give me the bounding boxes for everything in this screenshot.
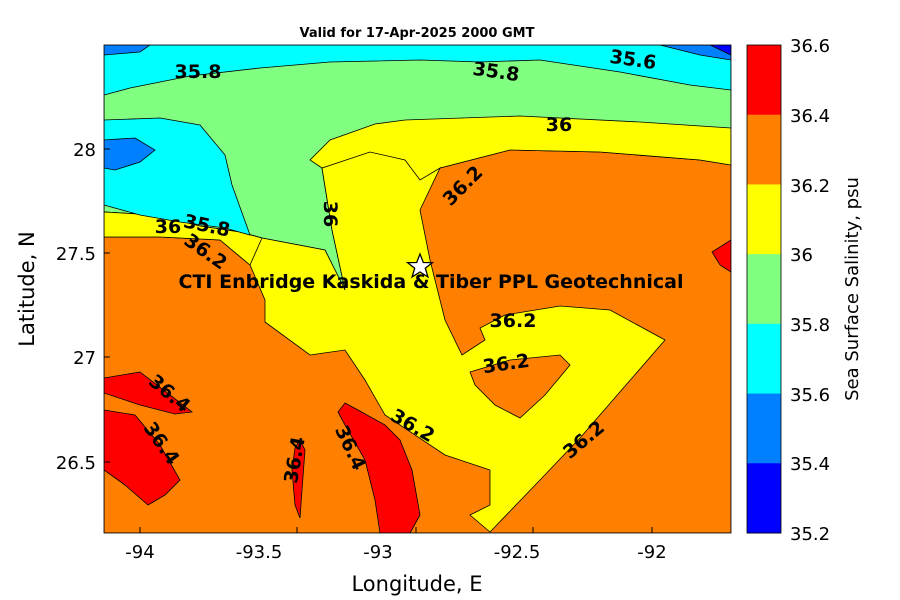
colorbar-tick-label: 35.6 bbox=[790, 385, 830, 406]
y-tick-label: 28 bbox=[73, 140, 96, 161]
colorbar-tick-label: 36.2 bbox=[790, 176, 830, 197]
y-tick-label: 27 bbox=[73, 348, 96, 369]
colorbar-swatch bbox=[747, 323, 781, 395]
map-title: Valid for 17-Apr-2025 2000 GMT bbox=[300, 26, 535, 41]
x-axis: -94 -93.5 -93 -92.5 -92 Longitude, E bbox=[125, 527, 667, 596]
colorbar-swatch bbox=[747, 254, 781, 325]
contour-label: 36 bbox=[319, 201, 341, 227]
y-axis: 28 27.5 27 26.5 Latitude, N bbox=[15, 140, 110, 474]
region-35.4-35.6-ne bbox=[659, 45, 731, 61]
colorbar-tick-label: 35.2 bbox=[790, 524, 830, 545]
colorbar-tick-label: 36.4 bbox=[790, 106, 830, 127]
contour-label: 36 bbox=[155, 216, 181, 238]
y-tick-label: 26.5 bbox=[56, 453, 96, 474]
contour-label: 36 bbox=[546, 114, 572, 136]
region-35.2-35.4-ne bbox=[709, 45, 731, 56]
y-axis-label: Latitude, N bbox=[15, 231, 39, 347]
plot-frame bbox=[103, 44, 732, 534]
contour-label: 35.8 bbox=[175, 61, 222, 83]
colorbar-tick-label: 36.6 bbox=[790, 36, 830, 57]
region-35.4-35.6-west bbox=[104, 137, 156, 171]
x-tick-label: -93 bbox=[363, 542, 392, 563]
colorbar-swatch bbox=[747, 393, 781, 464]
colorbar-tick-label: 36 bbox=[790, 245, 813, 266]
colorbar-swatch bbox=[747, 184, 781, 255]
site-label: CTI Enbridge Kaskida & Tiber PPL Geotech… bbox=[179, 271, 684, 293]
x-tick-label: -93.5 bbox=[236, 542, 283, 563]
x-tick-label: -92 bbox=[637, 542, 666, 563]
x-tick-label: -94 bbox=[125, 542, 154, 563]
region-35.4-35.6-nw bbox=[104, 45, 151, 56]
colorbar-tick-label: 35.8 bbox=[790, 315, 830, 336]
region-35.6-35.8 bbox=[104, 45, 731, 96]
contour-field bbox=[104, 45, 731, 533]
region-36.4-36.6-sw2 bbox=[104, 409, 181, 506]
colorbar-swatch bbox=[747, 114, 781, 185]
colorbar: 36.6 36.4 36.2 36 35.8 35.6 35.4 35.2 Se… bbox=[746, 36, 863, 545]
y-tick-label: 27.5 bbox=[56, 244, 96, 265]
contour-label: 36.2 bbox=[490, 310, 537, 332]
colorbar-tick-label: 35.4 bbox=[790, 454, 830, 475]
region-36.4-36.6-east bbox=[711, 239, 731, 273]
colorbar-swatch bbox=[747, 45, 781, 116]
star-icon[interactable] bbox=[405, 252, 435, 279]
region-36.4-36.6-s2 bbox=[337, 402, 421, 533]
region-36.4-36.6-sw1 bbox=[104, 371, 194, 415]
colorbar-swatch bbox=[747, 463, 781, 534]
colorbar-label: Sea Surface Salinity, psu bbox=[842, 177, 863, 401]
x-axis-label: Longitude, E bbox=[351, 572, 482, 596]
region-36.4-36.6-s1 bbox=[291, 439, 306, 519]
x-tick-label: -92.5 bbox=[494, 542, 541, 563]
region-36.2-pocket bbox=[469, 354, 571, 419]
